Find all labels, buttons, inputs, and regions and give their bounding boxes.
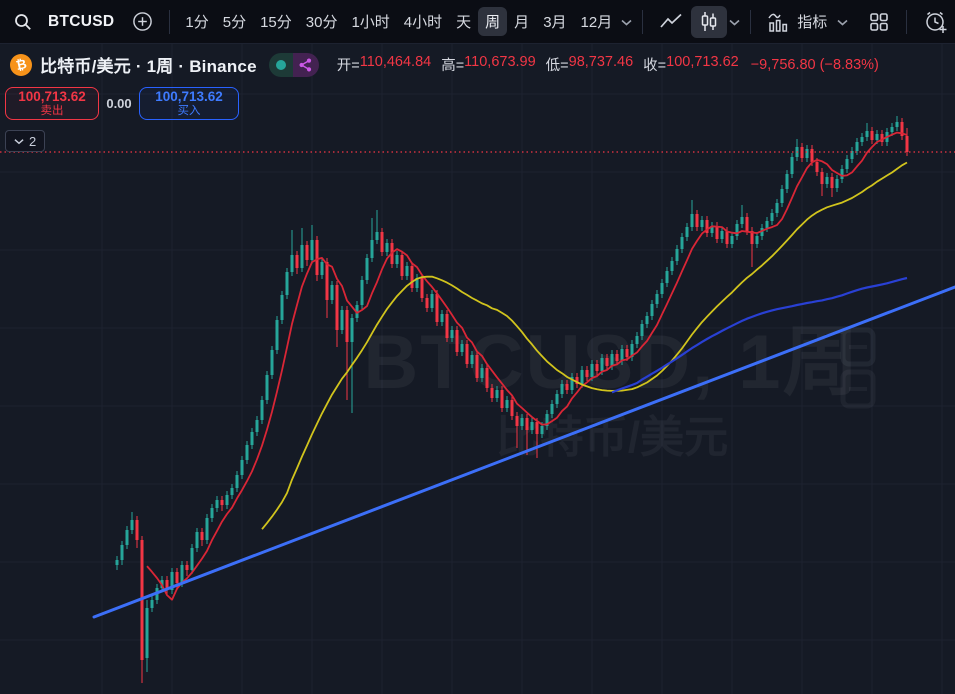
- interval-1min[interactable]: 1分: [185, 14, 209, 31]
- watermark-subtitle: 比特币/美元: [496, 413, 728, 462]
- toolbar-divider: [642, 9, 644, 34]
- interval-1hour[interactable]: 1小时: [351, 14, 390, 31]
- pair-title[interactable]: 比特币/美元 · 1周 · Binance: [40, 57, 257, 76]
- layout-grid-icon[interactable]: [860, 6, 898, 38]
- spread-value: 0.00: [106, 96, 132, 111]
- share-ideas-icon[interactable]: [292, 52, 319, 77]
- sell-button[interactable]: 100,713.62 卖出: [5, 87, 99, 120]
- indicators-chevron-down-icon[interactable]: [837, 13, 848, 31]
- top-toolbar: BTCUSD 1分 5分 15分 30分 1小时 4小时 天 周 月 3月 12…: [0, 0, 955, 44]
- bitcoin-icon: ₿: [10, 53, 32, 76]
- search-icon[interactable]: [6, 8, 40, 36]
- indicators-label: 指标: [797, 14, 828, 31]
- sell-label: 卖出: [40, 104, 64, 117]
- ohlc-high: 高= 110,673.99: [441, 54, 536, 74]
- sell-price: 100,713.62: [18, 89, 86, 105]
- interval-12month[interactable]: 12月: [580, 14, 613, 31]
- market-status-pill[interactable]: [268, 52, 319, 77]
- compare-add-icon[interactable]: [124, 6, 161, 37]
- toolbar-divider: [750, 9, 752, 34]
- toolbar-divider: [906, 9, 908, 34]
- collapse-count: 2: [29, 133, 37, 149]
- ohlc-open: 开= 110,464.84: [336, 54, 432, 74]
- interval-30min[interactable]: 30分: [305, 14, 338, 31]
- line-chart-type-icon[interactable]: [651, 7, 691, 37]
- interval-15min[interactable]: 15分: [260, 14, 292, 31]
- symbol-legend: ₿ 比特币/美元 · 1周 · Binance 开= 110,464.84 高= 1…: [10, 52, 879, 77]
- trendline-drawing: [92, 285, 955, 619]
- price-change: −9,756.80 (−8.83%): [750, 56, 879, 73]
- ohlc-readout: 开= 110,464.84 高= 110,673.99 低= 98,737.46 收=…: [337, 54, 879, 75]
- symbol-search-button[interactable]: BTCUSD: [48, 12, 115, 30]
- ma-fast-red: [146, 131, 908, 601]
- interval-day[interactable]: 天: [456, 14, 472, 31]
- ohlc-low: 低= 98,737.46: [545, 54, 634, 74]
- ma-slow-blue: [611, 276, 908, 394]
- chevron-down-icon: [14, 138, 24, 144]
- buy-label: 买入: [177, 104, 201, 117]
- interval-3month[interactable]: 3月: [543, 14, 567, 31]
- candlestick-chart-type-button[interactable]: [691, 5, 728, 38]
- interval-month[interactable]: 月: [514, 14, 530, 31]
- trade-panel: 100,713.62 卖出 0.00 100,713.62 买入: [5, 87, 239, 120]
- interval-week[interactable]: 周: [478, 7, 508, 36]
- object-tree-collapse-chip[interactable]: 2: [5, 130, 46, 152]
- market-open-dot-icon: [268, 52, 293, 77]
- interval-4hour[interactable]: 4小时: [403, 14, 443, 31]
- interval-5min[interactable]: 5分: [222, 14, 247, 31]
- indicators-button[interactable]: 指标: [759, 6, 835, 38]
- ohlc-close: 收= 100,713.62: [643, 54, 739, 74]
- toolbar-divider: [169, 9, 171, 34]
- chart-type-chevron-down-icon[interactable]: [729, 13, 740, 31]
- interval-menu-chevron-down-icon[interactable]: [621, 13, 632, 31]
- buy-button[interactable]: 100,713.62 买入: [139, 87, 239, 120]
- alert-clock-plus-icon[interactable]: [915, 5, 955, 39]
- buy-price: 100,713.62: [155, 89, 223, 105]
- ma-mid-yellow: [261, 161, 908, 530]
